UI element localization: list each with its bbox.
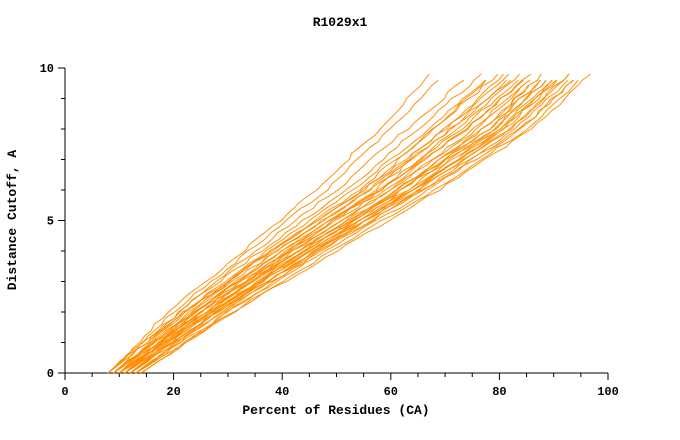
plot-curve	[141, 79, 579, 374]
y-tick-label: 0	[47, 367, 54, 381]
plot-curve	[130, 79, 558, 374]
plot-curve	[108, 79, 465, 374]
plot-curve	[124, 79, 553, 374]
chart-title: R1029x1	[313, 15, 368, 30]
plot-curve	[113, 73, 482, 374]
plot-curve	[118, 73, 532, 374]
y-axis-label: Distance Cutoff, A	[5, 150, 20, 291]
x-tick-label: 60	[384, 385, 398, 399]
plot-curve	[107, 79, 439, 374]
plot-curve	[119, 79, 486, 374]
plot-curve	[118, 79, 507, 374]
plot-curve	[118, 79, 547, 374]
plot-curve	[113, 73, 499, 374]
plot-curve	[130, 79, 574, 374]
x-tick-label: 100	[597, 385, 619, 399]
x-axis-label: Percent of Residues (CA)	[242, 403, 429, 418]
plot-curve	[118, 85, 530, 374]
axes-group: 0 20 40 60 80 100 0 5 10	[40, 62, 619, 399]
plot-curve	[113, 79, 512, 374]
plot-curve	[107, 73, 430, 374]
plot-curve	[135, 73, 591, 374]
plot-curve	[112, 73, 510, 374]
plot-curve	[124, 79, 524, 374]
plot-curve	[124, 79, 530, 374]
x-tick-label: 20	[166, 385, 180, 399]
curves-group	[107, 73, 591, 374]
y-tick-label: 5	[47, 215, 54, 229]
x-tick-label: 40	[275, 385, 289, 399]
x-tick-label: 80	[492, 385, 506, 399]
y-tick-label: 10	[40, 62, 54, 76]
x-tick-label: 0	[61, 385, 68, 399]
